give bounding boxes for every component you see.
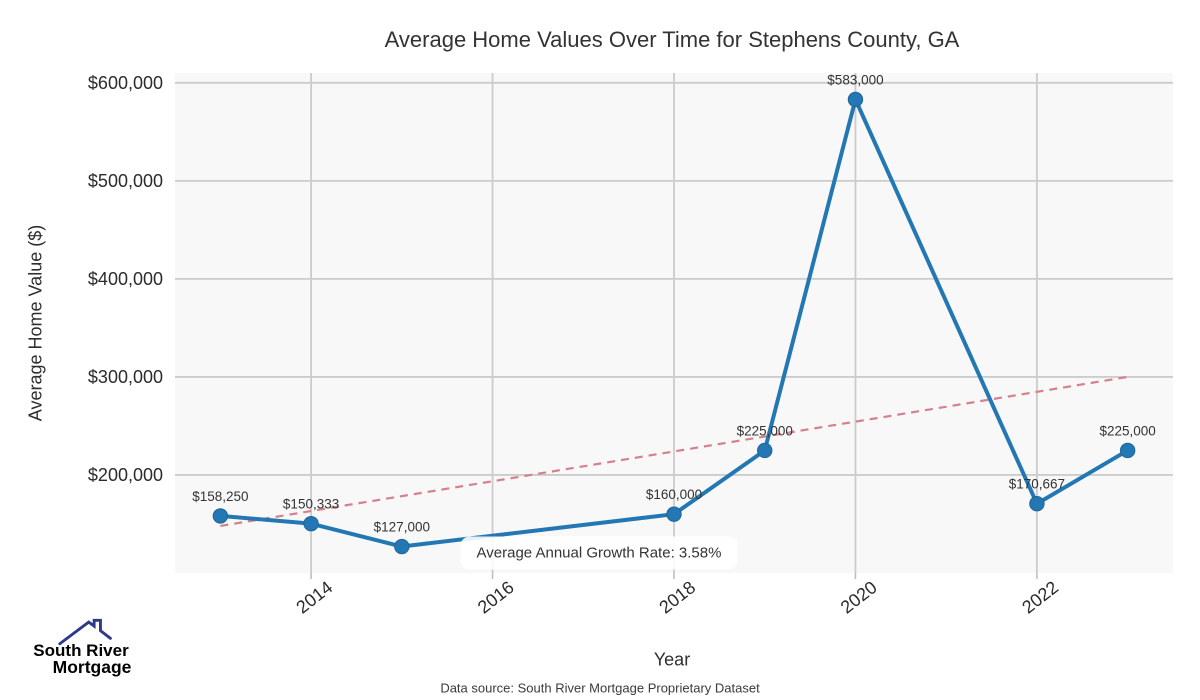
logo-text-mortgage: Mortgage: [52, 657, 132, 677]
x-tick-label: 2014: [292, 577, 336, 617]
data-point-label: $127,000: [374, 520, 430, 535]
x-tick-label: 2016: [474, 577, 518, 617]
chart-title: Average Home Values Over Time for Stephe…: [384, 27, 960, 52]
growth-rate-annotation: Average Annual Growth Rate: 3.58%: [460, 536, 738, 570]
data-point: [212, 508, 229, 524]
y-tick-label: $500,000: [88, 171, 163, 191]
data-point: [303, 515, 319, 532]
y-tick-label: $200,000: [88, 465, 163, 485]
data-point-label: $225,000: [1099, 423, 1155, 438]
house-roof-icon: [58, 618, 112, 646]
y-tick-label: $600,000: [88, 73, 163, 93]
data-point: [1119, 442, 1136, 459]
y-axis-label: Average Home Value ($): [25, 224, 46, 422]
y-tick-label: $400,000: [88, 269, 163, 289]
data-point: [394, 538, 410, 555]
data-point: [847, 91, 864, 108]
data-point: [757, 442, 773, 459]
series-line: [218, 97, 1130, 549]
data-point-label: $160,000: [646, 487, 702, 502]
data-point-label: $583,000: [827, 72, 883, 87]
data-source-note: Data source: South River Mortgage Propri…: [440, 680, 760, 696]
y-tick-label: $300,000: [88, 367, 163, 387]
x-tick-label: 2018: [655, 577, 699, 617]
data-point-label: $225,000: [737, 423, 793, 438]
data-point-label: $158,250: [192, 489, 248, 504]
x-tick-label: 2022: [1018, 577, 1062, 617]
data-point: [666, 506, 682, 522]
x-tick-label: 2020: [837, 577, 881, 617]
data-point-label: $170,667: [1009, 477, 1065, 492]
logo: South River Mortgage: [20, 610, 150, 690]
data-point-label: $150,333: [283, 497, 339, 512]
x-axis-label: Year: [653, 649, 691, 670]
data-point: [1029, 496, 1045, 512]
logo-text-south-river: South River: [33, 641, 129, 660]
